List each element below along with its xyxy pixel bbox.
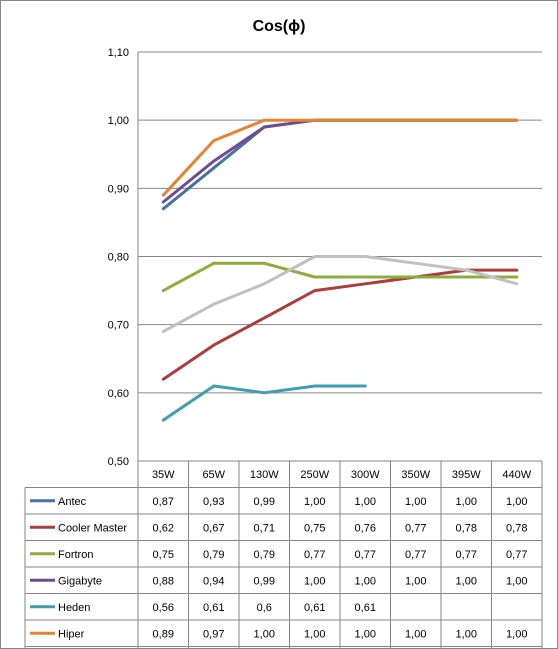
table-value: 1,00	[456, 628, 477, 640]
table-value: 1,00	[355, 628, 376, 640]
plot-area: 0,50 0,60 0,70 0,80 0,90 1,00 1,10	[108, 47, 542, 468]
table-value: 1,00	[456, 496, 477, 508]
table-value: 0,67	[203, 522, 224, 534]
category-label: 350W	[401, 469, 430, 481]
y-tick-label: 1,00	[108, 115, 129, 127]
series-line-hiper	[161, 118, 519, 197]
table-value: 1,00	[304, 628, 325, 640]
table-value: 1,00	[506, 496, 527, 508]
table-value: 0,78	[506, 522, 527, 534]
legend-label: Cooler Master	[58, 522, 127, 534]
table-value: 0,76	[355, 522, 376, 534]
table-value: 0,87	[153, 496, 174, 508]
y-tick-label: 1,10	[108, 47, 129, 59]
table-value: 0,79	[203, 549, 224, 561]
y-tick-label: 0,60	[108, 388, 129, 400]
table-value: 0,61	[304, 602, 325, 614]
table-value: 1,00	[506, 628, 527, 640]
legend-label: Hiper	[58, 628, 85, 640]
table-value: 0,6	[257, 602, 272, 614]
legend-label: Fortron	[58, 549, 93, 561]
series-line-cooler-master	[161, 268, 519, 381]
y-tick-label: 0,50	[108, 456, 129, 468]
table-value: 0,78	[456, 522, 477, 534]
category-label: 65W	[202, 469, 225, 481]
table-value: 1,00	[304, 496, 325, 508]
data-table: 35W 65W 130W 250W 300W 350W 395W 440W Antec 0,87 0…	[24, 461, 543, 648]
series-line-heden	[161, 384, 367, 422]
y-tick-label: 0,70	[108, 320, 129, 332]
series-line-antec	[161, 118, 519, 211]
category-label: 250W	[300, 469, 329, 481]
table-value: 0,71	[254, 522, 275, 534]
y-tick-label: 0,80	[108, 252, 129, 264]
table-value: 0,79	[254, 549, 275, 561]
series-line-gigabyte	[161, 118, 519, 204]
table-value: 1,00	[405, 575, 426, 587]
category-label: 300W	[351, 469, 380, 481]
table-value: 0,61	[203, 602, 224, 614]
table-value: 0,75	[304, 522, 325, 534]
category-label: 130W	[250, 469, 279, 481]
table-value: 0,77	[456, 549, 477, 561]
table-value: 0,93	[203, 496, 224, 508]
table-value: 0,77	[405, 522, 426, 534]
chart-title: Cos(ϕ)	[253, 18, 306, 35]
table-value: 1,00	[355, 496, 376, 508]
table-value: 0,77	[304, 549, 325, 561]
table-value: 1,00	[456, 575, 477, 587]
table-value: 1,00	[304, 575, 325, 587]
category-label: 35W	[152, 469, 175, 481]
table-value: 1,00	[506, 575, 527, 587]
y-tick-label: 0,90	[108, 183, 129, 195]
table-value: 0,77	[405, 549, 426, 561]
table-value: 0,62	[153, 522, 174, 534]
table-value: 1,00	[254, 628, 275, 640]
series-line-max-in-power	[161, 255, 519, 333]
table-value: 0,75	[153, 549, 174, 561]
table-value: 0,61	[355, 602, 376, 614]
series-line-fortron	[161, 261, 519, 293]
category-label: 395W	[452, 469, 481, 481]
table-value: 0,89	[153, 628, 174, 640]
table-value: 0,77	[506, 549, 527, 561]
table-value: 0,94	[203, 575, 224, 587]
table-value: 0,97	[203, 628, 224, 640]
table-value: 0,99	[254, 496, 275, 508]
legend-label: Antec	[58, 496, 87, 508]
legend-label: Gigabyte	[58, 575, 102, 587]
legend-label: Heden	[58, 602, 90, 614]
category-label: 440W	[502, 469, 531, 481]
table-value: 1,00	[405, 496, 426, 508]
table-value: 0,77	[355, 549, 376, 561]
table-value: 0,99	[254, 575, 275, 587]
table-value: 0,56	[153, 602, 174, 614]
table-value: 1,00	[355, 575, 376, 587]
table-value: 0,88	[153, 575, 174, 587]
table-value: 1,00	[405, 628, 426, 640]
